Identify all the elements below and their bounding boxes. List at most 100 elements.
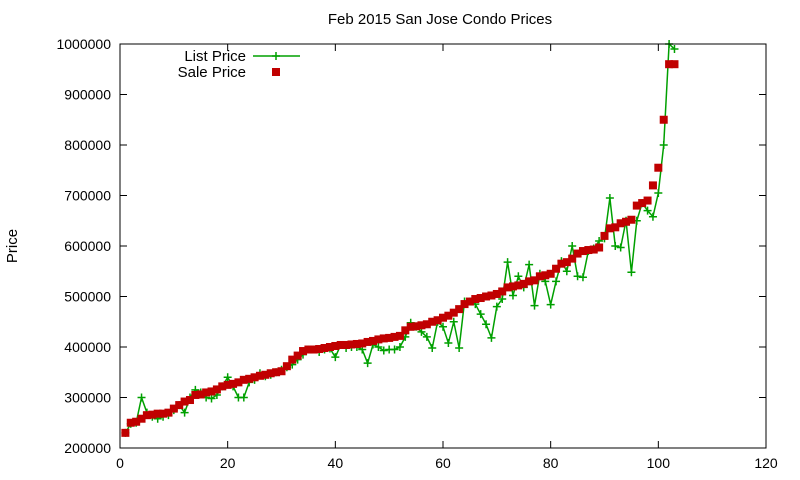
sale-price-point (508, 282, 517, 291)
x-tick-label: 80 (543, 455, 559, 471)
sale-price-point (374, 335, 383, 344)
sale-price-point (589, 245, 598, 254)
sale-price-point (223, 380, 232, 389)
data-layer (121, 40, 679, 437)
list-price-point (654, 188, 663, 197)
sale-price-point (395, 331, 404, 340)
list-price-point (439, 322, 447, 331)
sale-price-point (342, 340, 351, 349)
sale-price-point (622, 217, 631, 226)
sale-price-point (412, 322, 421, 331)
sale-price-point (444, 311, 453, 320)
sale-price-point (460, 300, 469, 309)
sale-price-point (519, 279, 528, 288)
list-price-point (546, 300, 555, 309)
sale-price-point (266, 369, 275, 378)
y-tick-label: 400000 (64, 339, 111, 355)
sale-price-point (422, 320, 431, 329)
sale-price-point (670, 60, 679, 69)
sale-price-point (546, 269, 555, 278)
sale-price-point (654, 163, 663, 172)
sale-price-point (212, 385, 221, 394)
sale-price-point (487, 291, 496, 300)
list-price-point (379, 346, 388, 355)
sale-price-point (406, 322, 415, 331)
list-price-point (562, 267, 571, 276)
sale-price-point (390, 332, 399, 341)
list-price-point (508, 291, 517, 300)
sale-price-point (595, 243, 604, 252)
x-tick-label: 0 (116, 455, 124, 471)
sale-price-point (159, 409, 168, 418)
sale-price-point (643, 196, 652, 205)
sale-price-point (428, 317, 437, 326)
sale-price-point (121, 428, 130, 437)
y-tick-label: 200000 (64, 440, 111, 456)
list-price-point (331, 353, 340, 362)
sale-price-point (202, 388, 211, 397)
list-price-point (627, 268, 636, 277)
sale-price-point (482, 292, 491, 301)
sale-price-point (514, 281, 523, 290)
list-price-point (455, 344, 464, 353)
sale-price-point (245, 374, 254, 383)
list-price-point (643, 206, 652, 215)
list-price-point (568, 242, 577, 250)
legend-label-list-price: List Price (184, 48, 246, 65)
sale-price-point (503, 283, 512, 292)
list-price-point (487, 333, 496, 342)
x-tick-label: 40 (328, 455, 344, 471)
sale-price-point (465, 297, 474, 306)
sale-price-point (648, 181, 657, 190)
x-tick-label: 120 (754, 455, 778, 471)
sale-price-point (568, 254, 577, 263)
list-price-point (395, 343, 404, 351)
sale-price-point (153, 409, 162, 418)
sale-price-point (600, 231, 609, 240)
sale-price-point (148, 410, 157, 419)
sale-price-point (331, 341, 340, 350)
sale-price-point (659, 115, 668, 124)
sale-price-point (288, 355, 297, 364)
list-price-point (422, 332, 431, 341)
sale-price-point (611, 223, 620, 232)
sale-price-point (541, 271, 550, 280)
sale-price-point (525, 277, 534, 286)
list-price-line (124, 42, 675, 434)
y-axis-label: Price (4, 229, 21, 263)
sale-price-point (196, 390, 205, 399)
list-price-point (476, 310, 485, 319)
list-price-point (498, 295, 507, 304)
x-tick-label: 100 (647, 455, 671, 471)
list-price-point (616, 243, 625, 252)
sale-price-point (665, 60, 674, 69)
list-price-point (239, 393, 248, 402)
legend-marker-sale-price (272, 68, 280, 76)
x-tick-label: 60 (435, 455, 451, 471)
list-price-point (390, 345, 399, 354)
legend-marker-list-price (272, 52, 280, 60)
sale-price-point (605, 224, 614, 233)
sale-price-point (191, 390, 200, 399)
list-price-point (449, 317, 458, 326)
list-price-point (428, 344, 437, 353)
list-price-point (180, 408, 189, 417)
sale-price-point (476, 294, 485, 303)
sale-price-point (492, 289, 501, 298)
list-price-point (374, 343, 383, 351)
list-price-point (578, 273, 587, 282)
sale-price-point (379, 334, 388, 343)
list-price-point (223, 373, 232, 382)
sale-price-point (175, 401, 184, 410)
sale-price-point (272, 368, 281, 377)
sale-price-point (632, 201, 641, 210)
sale-price-point (363, 337, 372, 346)
list-price-point (525, 260, 534, 269)
sale-price-point (207, 387, 216, 396)
x-tick-label: 20 (220, 455, 236, 471)
sale-price-point (132, 417, 141, 426)
sale-price-point (584, 246, 593, 255)
y-tick-label: 300000 (64, 390, 111, 406)
sale-price-point (234, 378, 243, 387)
